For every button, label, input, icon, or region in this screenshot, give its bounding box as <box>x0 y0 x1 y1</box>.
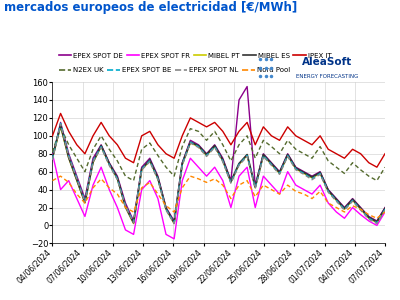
Text: AleaSoft: AleaSoft <box>302 57 352 67</box>
Text: mercados europeos de electricidad [€/MWh]: mercados europeos de electricidad [€/MWh… <box>4 2 297 14</box>
Text: ENERGY FORECASTING: ENERGY FORECASTING <box>296 74 358 79</box>
Legend: N2EX UK, EPEX SPOT BE, EPEX SPOT NL, Nord Pool: N2EX UK, EPEX SPOT BE, EPEX SPOT NL, Nor… <box>56 64 293 76</box>
